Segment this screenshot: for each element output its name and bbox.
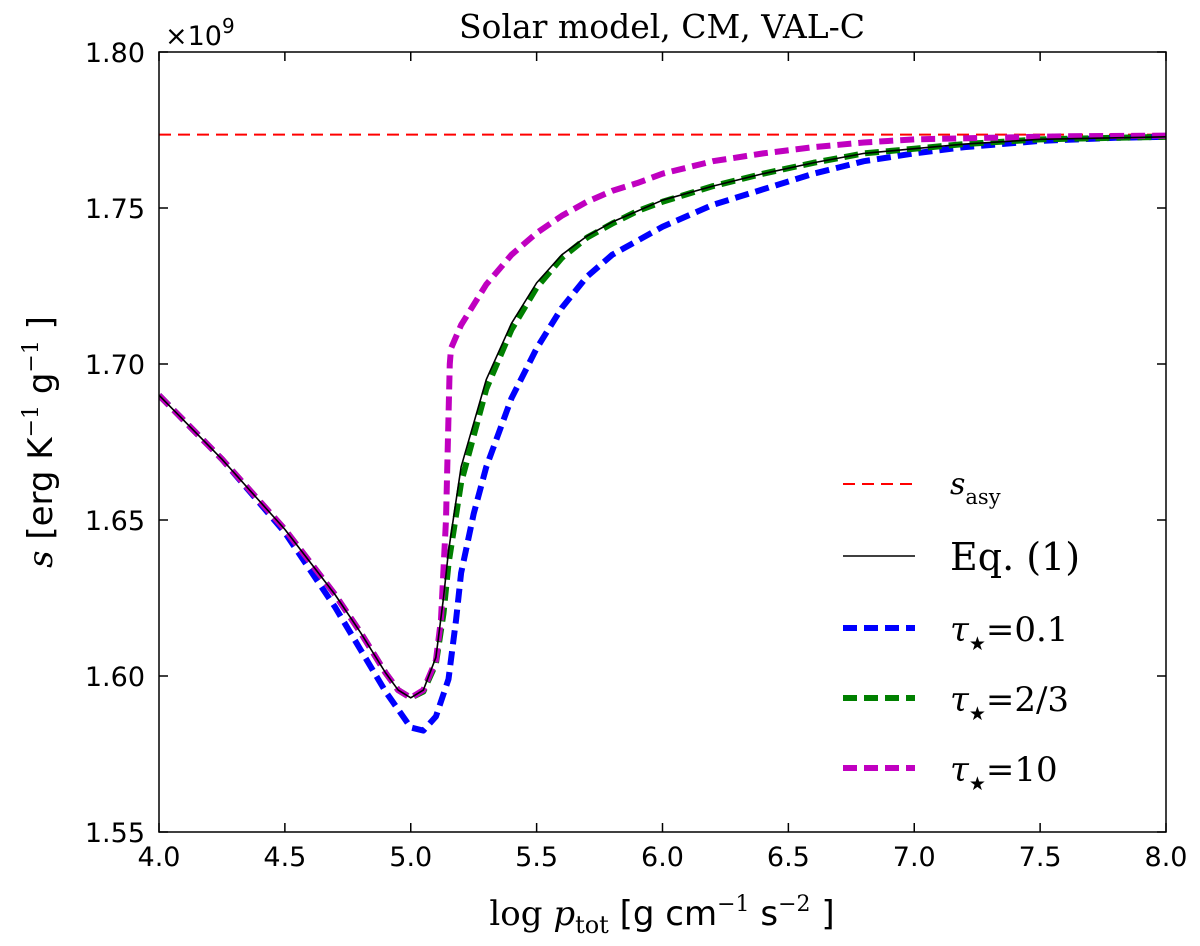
- tick-layer: 4.0 4.5 5.0 5.5 6.0 6.5 7.0 7.5 8.0 1.55 1.60 1.65 1…: [85, 38, 1188, 873]
- y-label-var: s: [21, 550, 61, 567]
- x-tick-label: 8.0: [1145, 842, 1188, 873]
- x-tick-label: 6.0: [641, 842, 684, 873]
- y-label-exp1: −1: [19, 405, 44, 437]
- y-tick-label: 1.65: [85, 506, 145, 537]
- x-label-prefix: log: [489, 894, 553, 934]
- x-tick-label: 5.5: [515, 842, 558, 873]
- x-tick-label: 4.0: [138, 842, 181, 873]
- plot-frame: [158, 51, 1167, 833]
- legend-tau-2-3-text: =2/3: [986, 680, 1069, 720]
- x-label-unit-open: [g cm: [609, 894, 717, 934]
- chart-title: Solar model, CM, VAL-C: [459, 7, 865, 46]
- x-axis-label: log ptot [g cm−1 s−2 ]: [489, 892, 834, 939]
- y-tick-label: 1.75: [85, 194, 145, 225]
- legend-label-tau-0-1: τ★=0.1: [950, 610, 1068, 655]
- legend-s-asy-sub: asy: [965, 485, 1000, 509]
- legend-label-tau-10: τ★=10: [950, 750, 1058, 795]
- legend-s-asy-var: s: [950, 467, 965, 502]
- y-axis-label: s [erg K−1 g−1 ]: [19, 316, 61, 568]
- y-tick-label: 1.55: [85, 818, 145, 849]
- y-tick-label: 1.80: [85, 38, 145, 69]
- y-label-unit-open: [erg K: [21, 436, 61, 551]
- y-offset-exponent: 9: [222, 14, 235, 38]
- x-label-sub: tot: [575, 911, 609, 939]
- x-label-exp1: −1: [717, 892, 749, 917]
- x-tick-label: 5.0: [389, 842, 432, 873]
- x-label-unit-close: ]: [811, 894, 835, 934]
- y-tick-label: 1.60: [85, 662, 145, 693]
- y-offset-text: ×109: [165, 14, 235, 52]
- legend-label-tau-2-3: τ★=2/3: [950, 680, 1069, 725]
- y-label-exp2: −1: [19, 340, 44, 372]
- series-layer: [159, 132, 1166, 734]
- y-label-unit-close: ]: [21, 316, 61, 340]
- legend-tau-0-1-var: τ: [950, 610, 970, 650]
- x-label-exp2: −2: [778, 892, 810, 917]
- x-tick-label: 7.5: [1019, 842, 1062, 873]
- y-tick-label: 1.70: [85, 350, 145, 381]
- series-line-tau-0-1: [159, 133, 1166, 734]
- legend-tau-2-3-var: τ: [950, 680, 970, 720]
- legend-tau-10-var: τ: [950, 750, 970, 790]
- x-tick-label: 4.5: [263, 842, 306, 873]
- legend-label-s-asy: sasy: [950, 467, 1001, 509]
- y-offset-base: ×10: [165, 21, 222, 52]
- x-tick-label: 7.0: [893, 842, 936, 873]
- legend-label-eq1: Eq. (1): [950, 535, 1080, 579]
- legend-tau-0-1-sub: ★: [969, 633, 986, 655]
- legend-tau-2-3-sub: ★: [969, 703, 986, 725]
- y-label-mid: g: [21, 373, 61, 405]
- legend: sasy Eq. (1) τ★=0.1 τ★=2/3 τ★=10: [843, 467, 1080, 795]
- x-label-var: p: [553, 894, 575, 934]
- legend-tau-10-sub: ★: [969, 773, 986, 795]
- legend-tau-10-text: =10: [986, 750, 1058, 790]
- x-tick-label: 6.5: [767, 842, 810, 873]
- x-label-mid: s: [750, 894, 779, 934]
- series-line-eq-1-: [159, 136, 1166, 699]
- legend-tau-0-1-text: =0.1: [986, 610, 1069, 650]
